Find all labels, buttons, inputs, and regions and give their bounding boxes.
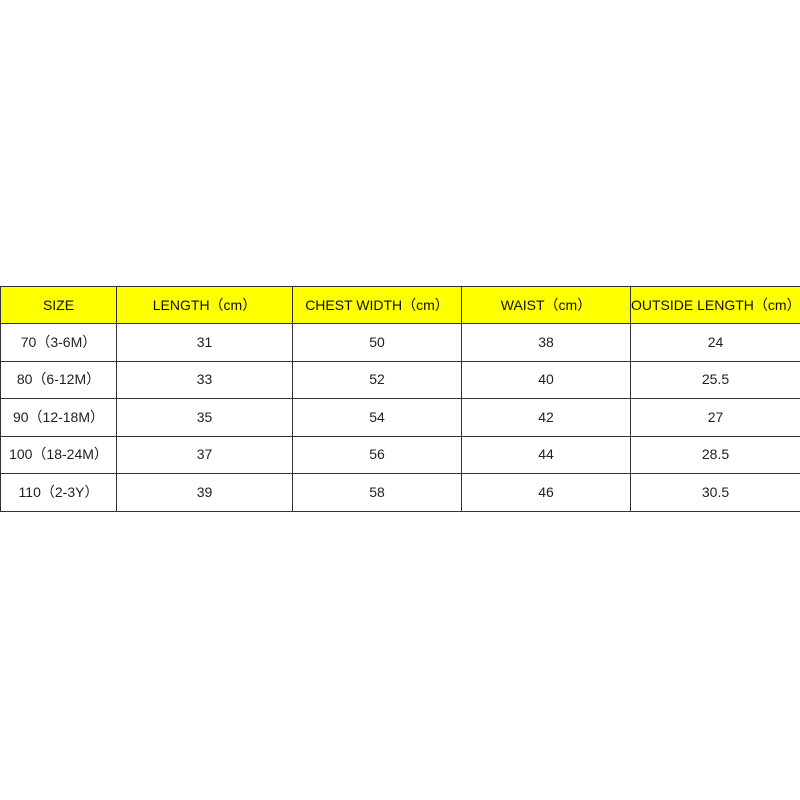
table-cell: 42 bbox=[461, 398, 631, 437]
table-cell: 54 bbox=[292, 398, 462, 437]
table-row: 70（3-6M） 31 50 38 24 bbox=[0, 323, 800, 362]
column-header: SIZE bbox=[0, 286, 117, 324]
table-cell: 100（18-24M） bbox=[0, 435, 117, 474]
table-cell: 40 bbox=[461, 360, 631, 399]
column-header: WAIST（cm） bbox=[461, 286, 631, 324]
column-header: OUTSIDE LENGTH（cm） bbox=[630, 286, 800, 324]
table-cell: 38 bbox=[461, 323, 631, 362]
table-cell: 24 bbox=[630, 323, 800, 362]
header-row: SIZE LENGTH（cm） CHEST WIDTH（cm） WAIST（cm） OU… bbox=[0, 286, 800, 324]
table-cell: 28.5 bbox=[630, 435, 800, 474]
table-cell: 90（12-18M） bbox=[0, 398, 117, 437]
column-header: CHEST WIDTH（cm） bbox=[292, 286, 462, 324]
table-cell: 31 bbox=[116, 323, 293, 362]
table-cell: 50 bbox=[292, 323, 462, 362]
table-row: 100（18-24M） 37 56 44 28.5 bbox=[0, 435, 800, 474]
table-row: 90（12-18M） 35 54 42 27 bbox=[0, 398, 800, 437]
size-chart-table: SIZE LENGTH（cm） CHEST WIDTH（cm） WAIST（cm） OU… bbox=[0, 286, 800, 512]
table-cell: 52 bbox=[292, 360, 462, 399]
table-row: 110（2-3Y） 39 58 46 30.5 bbox=[0, 473, 800, 512]
table-cell: 25.5 bbox=[630, 360, 800, 399]
table-cell: 80（6-12M） bbox=[0, 360, 117, 399]
table-cell: 37 bbox=[116, 435, 293, 474]
table-cell: 70（3-6M） bbox=[0, 323, 117, 362]
table-cell: 27 bbox=[630, 398, 800, 437]
table-row: 80（6-12M） 33 52 40 25.5 bbox=[0, 360, 800, 399]
table-cell: 30.5 bbox=[630, 473, 800, 512]
table-cell: 35 bbox=[116, 398, 293, 437]
table-cell: 110（2-3Y） bbox=[0, 473, 117, 512]
table-cell: 56 bbox=[292, 435, 462, 474]
table-cell: 44 bbox=[461, 435, 631, 474]
column-header: LENGTH（cm） bbox=[116, 286, 293, 324]
table-cell: 33 bbox=[116, 360, 293, 399]
table-cell: 46 bbox=[461, 473, 631, 512]
table-cell: 58 bbox=[292, 473, 462, 512]
table-cell: 39 bbox=[116, 473, 293, 512]
